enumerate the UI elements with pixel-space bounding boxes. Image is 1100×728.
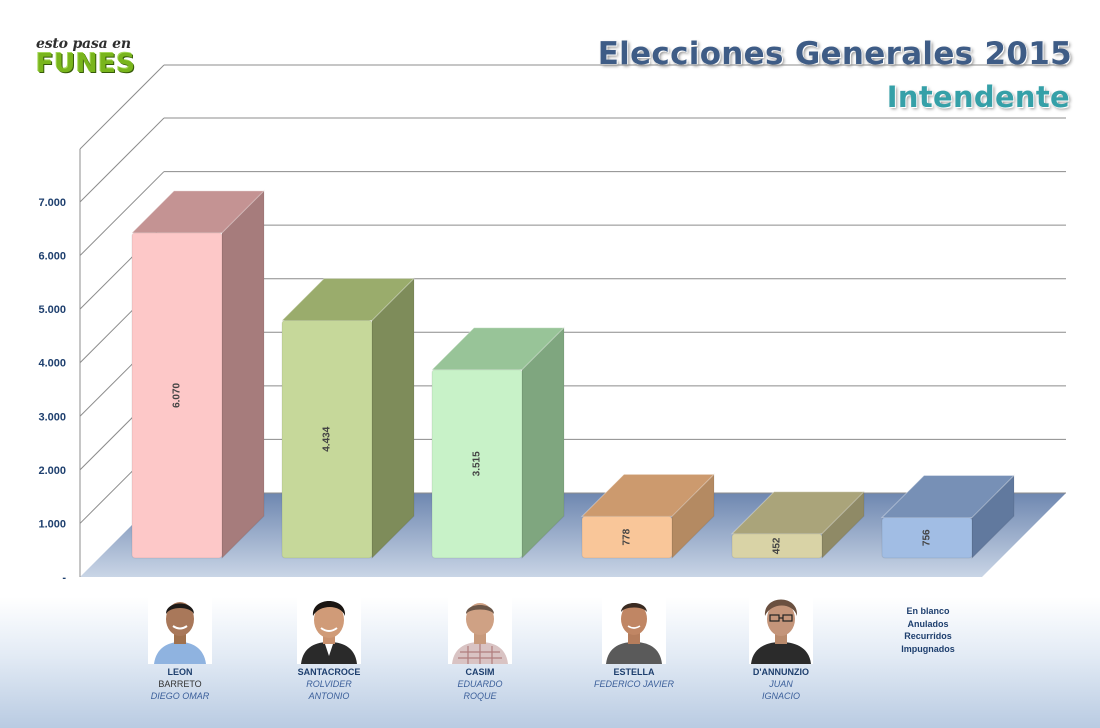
gridline-diagonal (79, 64, 165, 150)
bar (881, 517, 973, 559)
bar (731, 533, 823, 559)
candidate-photo (749, 592, 813, 664)
y-tick-label: 2.000 (38, 465, 66, 477)
candidate-first-name: JUAN (769, 679, 793, 689)
y-tick-label: 3.000 (38, 411, 66, 423)
candidate-dannunzio: D'ANNUNZIO JUAN IGNACIO (721, 592, 841, 702)
candidate-given-name: ROQUE (463, 691, 497, 701)
candidate-first-name: BARRETO (158, 679, 202, 689)
logo-wordmark: FUNES (36, 49, 136, 79)
candidate-last-name: D'ANNUNZIO (752, 667, 810, 677)
bar-top (880, 475, 1016, 519)
candidate-first-name: ROLVIDER (306, 679, 352, 689)
y-tick-label: 6.000 (38, 251, 66, 263)
candidate-given-name: ANTONIO (308, 691, 350, 701)
bar-side (221, 189, 265, 560)
candidate-estella: ESTELLA FEDERICO JAVIER (574, 592, 694, 690)
candidate-first-name: FEDERICO JAVIER (593, 679, 674, 689)
data-label: 778 (622, 528, 633, 545)
candidate-photo (297, 592, 361, 664)
candidate-photo (148, 592, 212, 664)
candidate-given-name: DIEGO OMAR (150, 691, 210, 701)
data-label: 6.070 (172, 382, 183, 407)
candidate-casim: CASIM EDUARDO ROQUE (420, 592, 540, 702)
candidate-leon: LEON BARRETO DIEGO OMAR (120, 592, 240, 702)
candidate-last-name: LEON (167, 667, 193, 677)
candidate-photo (448, 592, 512, 664)
logo: esto pasa en FUNES (36, 36, 136, 79)
others-line-contested: Recurridos (904, 631, 952, 641)
bar-top (430, 327, 566, 371)
y-tick-label: 4.000 (38, 358, 66, 370)
bar (581, 515, 673, 559)
bar-top (730, 491, 866, 535)
y-tick-label: - (62, 572, 66, 584)
logo-tagline: esto pasa en (36, 36, 131, 52)
candidate-given-name: IGNACIO (761, 691, 800, 701)
bar (281, 319, 373, 559)
y-tick-label: 7.000 (38, 197, 66, 209)
bar (131, 232, 223, 559)
others-line-challenged: Impugnados (901, 643, 955, 654)
data-label: 3.515 (472, 451, 483, 476)
candidate-santacroce: SANTACROCE ROLVIDER ANTONIO (269, 592, 389, 702)
chart-subtitle: Intendente (886, 80, 1070, 114)
others-line-blank: En blanco (906, 606, 950, 616)
y-tick-label: 1.000 (38, 518, 66, 530)
bar-side (371, 277, 415, 560)
candidate-first-name: EDUARDO (457, 679, 503, 689)
data-label: 4.434 (322, 426, 333, 451)
candidate-photo (602, 592, 666, 664)
chart-title: Elecciones Generales 2015 (597, 36, 1072, 72)
bar-top (130, 190, 266, 234)
data-label: 452 (772, 537, 783, 554)
gridline-diagonal (79, 171, 165, 256)
others-label: En blanco Anulados Recurridos Impugnados (868, 605, 988, 655)
y-tick-label: 5.000 (38, 304, 66, 316)
gridline-diagonal (79, 117, 165, 203)
candidate-last-name: ESTELLA (613, 667, 655, 677)
bar (431, 369, 523, 559)
others-line-void: Anulados (907, 618, 949, 629)
candidate-last-name: SANTACROCE (297, 667, 361, 677)
candidate-last-name: CASIM (465, 667, 495, 677)
data-label: 756 (922, 529, 933, 546)
